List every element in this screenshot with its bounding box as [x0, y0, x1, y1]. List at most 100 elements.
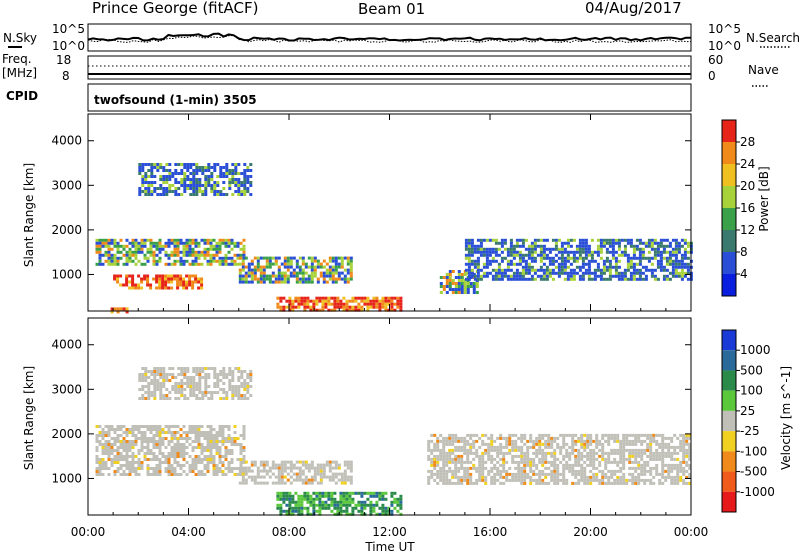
heatmap-cell — [596, 250, 600, 254]
heatmap-cell — [619, 442, 623, 446]
heatmap-cell — [494, 271, 498, 275]
heatmap-cell — [162, 382, 166, 385]
heatmap-cell — [470, 241, 474, 245]
heatmap-cell — [192, 388, 196, 391]
heatmap-cell — [159, 376, 163, 379]
heatmap-cell — [216, 181, 220, 184]
heatmap-cell — [171, 172, 175, 175]
heatmap-cell — [104, 259, 108, 263]
heatmap-cell — [517, 436, 521, 440]
heatmap-cell — [249, 379, 253, 382]
heatmap-cell — [319, 472, 323, 476]
heatmap-cell — [662, 265, 666, 269]
heatmap-cell — [209, 449, 213, 452]
heatmap-cell — [238, 274, 242, 278]
heatmap-cell — [150, 169, 154, 172]
heatmap-cell — [310, 481, 314, 485]
heatmap-cell — [203, 464, 207, 467]
heatmap-cell — [173, 238, 177, 242]
heatmap-cell — [328, 475, 332, 479]
heatmap-cell — [366, 503, 370, 507]
heatmap-cell — [550, 454, 554, 458]
heatmap-cell — [688, 448, 692, 452]
heatmap-cell — [511, 442, 515, 446]
heatmap-cell — [312, 503, 316, 507]
heatmap-cell — [333, 503, 337, 507]
heatmap-cell — [541, 448, 545, 452]
heatmap-cell — [191, 428, 195, 431]
heatmap-cell — [518, 238, 522, 242]
heatmap-cell — [246, 397, 250, 400]
heatmap-cell — [104, 241, 108, 245]
heatmap-cell — [98, 238, 102, 242]
heatmap-cell — [161, 443, 165, 446]
heatmap-cell — [274, 262, 278, 266]
heatmap-cell — [174, 187, 178, 190]
heatmap-cell — [608, 241, 612, 245]
heatmap-cell — [197, 458, 201, 461]
heatmap-cell — [662, 250, 666, 254]
heatmap-cell — [617, 244, 621, 248]
heatmap-cell — [170, 277, 174, 281]
heatmap-cell — [571, 451, 575, 455]
heatmap-cell — [158, 274, 162, 278]
heatmap-cell — [259, 277, 263, 281]
heatmap-cell — [503, 241, 507, 245]
heatmap-cell — [215, 250, 219, 254]
heatmap-cell — [173, 250, 177, 254]
heatmap-cell — [506, 268, 510, 272]
heatmap-cell — [496, 454, 500, 458]
heatmap-cell — [170, 241, 174, 245]
heatmap-cell — [602, 268, 606, 272]
heatmap-cell — [611, 253, 615, 257]
heatmap-cell — [149, 467, 153, 470]
heatmap-cell — [625, 433, 629, 437]
heatmap-cell — [508, 478, 512, 482]
heatmap-cell — [679, 445, 683, 449]
heatmap-cell — [601, 442, 605, 446]
heatmap-cell — [146, 440, 150, 443]
heatmap-cell — [659, 253, 663, 257]
heatmap-cell — [604, 460, 608, 464]
heatmap-cell — [556, 478, 560, 482]
heatmap-cell — [200, 470, 204, 473]
heatmap-cell — [343, 256, 347, 260]
heatmap-cell — [265, 472, 269, 476]
heatmap-cell — [321, 506, 325, 510]
heatmap-cell — [107, 238, 111, 242]
heatmap-cell — [490, 481, 494, 485]
heatmap-cell — [653, 250, 657, 254]
heatmap-cell — [559, 478, 563, 482]
heatmap-cell — [512, 277, 516, 281]
heatmap-cell — [188, 280, 192, 284]
heatmap-cell — [259, 268, 263, 272]
heatmap-cell — [574, 460, 578, 464]
heatmap-cell — [545, 277, 549, 281]
heatmap-cell — [466, 469, 470, 473]
heatmap-cell — [321, 296, 325, 300]
heatmap-cell — [575, 259, 579, 263]
heatmap-cell — [520, 457, 524, 461]
heatmap-cell — [322, 274, 326, 278]
heatmap-cell — [587, 268, 591, 272]
heatmap-cell — [309, 497, 313, 501]
heatmap-cell — [530, 244, 534, 248]
heatmap-cell — [101, 431, 105, 434]
heatmap-cell — [475, 469, 479, 473]
heatmap-cell — [256, 256, 260, 260]
heatmap-cell — [562, 445, 566, 449]
heatmap-cell — [542, 250, 546, 254]
heatmap-cell — [399, 512, 403, 516]
heatmap-cell — [179, 274, 183, 278]
heatmap-cell — [243, 379, 247, 382]
heatmap-cell — [345, 491, 349, 495]
heatmap-cell — [167, 262, 171, 266]
heatmap-cell — [131, 443, 135, 446]
heatmap-cell — [467, 259, 471, 263]
heatmap-cell — [623, 277, 627, 281]
heatmap-cell — [494, 250, 498, 254]
heatmap-cell — [274, 463, 278, 467]
heatmap-cell — [125, 467, 129, 470]
heatmap-cell — [659, 265, 663, 269]
heatmap-cell — [176, 280, 180, 284]
